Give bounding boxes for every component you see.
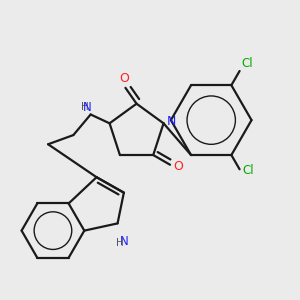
Text: H: H [81, 102, 89, 112]
Text: H: H [116, 238, 123, 248]
Text: O: O [173, 160, 183, 173]
Text: Cl: Cl [241, 56, 253, 70]
Text: N: N [82, 101, 91, 114]
Text: O: O [119, 72, 129, 86]
Text: Cl: Cl [242, 164, 254, 177]
Text: N: N [167, 115, 176, 128]
Text: N: N [119, 235, 128, 248]
